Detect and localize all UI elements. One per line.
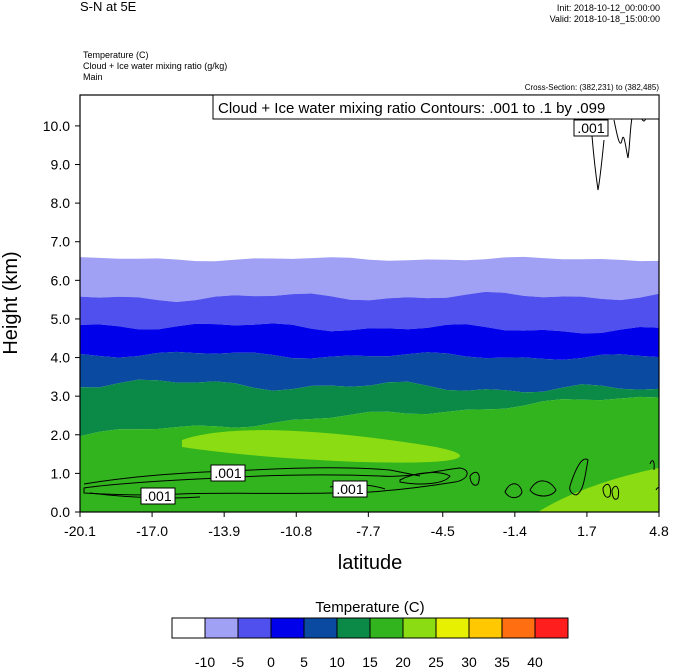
contour-line xyxy=(602,483,611,498)
field-label-temperature: Temperature (C) xyxy=(83,50,149,60)
contour-line xyxy=(613,117,633,159)
legend-swatch xyxy=(303,617,338,639)
y-tick-label: 2.0 xyxy=(51,427,71,443)
contour-label-group: .001 .001 .001 .001 xyxy=(140,119,609,505)
temperature-band xyxy=(80,323,659,360)
legend-tick-label: 40 xyxy=(527,654,543,668)
legend-tick-label: 0 xyxy=(267,654,275,668)
x-tick-label: -10.8 xyxy=(280,523,312,539)
contour-label: .001 xyxy=(144,488,171,504)
contour-info-text: Cloud + Ice water mixing ratio Contours:… xyxy=(218,100,605,117)
x-tick-label: -4.5 xyxy=(431,523,455,539)
field-label-cloud-ice: Cloud + Ice water mixing ratio (g/kg) xyxy=(83,61,227,71)
legend-tick-label: 5 xyxy=(300,654,308,668)
legend-tick-label: 15 xyxy=(362,654,378,668)
contour-line xyxy=(469,471,480,486)
legend-swatch xyxy=(534,617,569,639)
y-tick-label: 5.0 xyxy=(51,311,71,327)
temperature-band xyxy=(182,430,460,463)
y-axis-title: Height (km) xyxy=(0,251,22,354)
contour-label: .001 xyxy=(577,120,604,136)
temperature-band xyxy=(80,503,165,512)
contour-line xyxy=(399,472,451,485)
contour-line xyxy=(655,487,659,491)
y-tick-label: 4.0 xyxy=(51,350,71,366)
legend-swatch xyxy=(468,617,503,639)
plot-area xyxy=(80,95,659,512)
contour-label: .001 xyxy=(214,465,241,481)
legend-tick-label: -5 xyxy=(232,654,245,668)
color-legend: -10 -5 0 5 10 15 20 25 30 35 40 xyxy=(171,617,569,668)
x-tick-label: -13.9 xyxy=(208,523,240,539)
contour-label: .001 xyxy=(336,481,363,497)
x-tick-label: -7.7 xyxy=(356,523,380,539)
legend-tick-label: 25 xyxy=(428,654,444,668)
contour-line xyxy=(611,485,619,500)
legend-tick-label: 20 xyxy=(395,654,411,668)
x-tick-label: -17.0 xyxy=(136,523,168,539)
init-time: Init: 2018-10-12_00:00:00 xyxy=(557,3,660,13)
x-tick-label: 4.8 xyxy=(649,523,669,539)
legend-tick-label: 10 xyxy=(329,654,345,668)
contour-line xyxy=(649,460,655,471)
y-tick-label: 10.0 xyxy=(43,118,70,134)
x-tick-label: -20.1 xyxy=(64,523,96,539)
x-axis-title: latitude xyxy=(338,552,403,574)
temperature-band xyxy=(80,379,659,437)
contour-line xyxy=(569,458,589,496)
legend-swatch xyxy=(204,617,239,639)
x-axis: -20.1 -17.0 -13.9 -10.8 -7.7 -4.5 -1.4 1.7 4.8 xyxy=(64,512,669,539)
cross-section-label: Cross-Section: (382,231) to (382,485) xyxy=(525,83,660,92)
legend-swatch xyxy=(435,617,470,639)
y-tick-label: 6.0 xyxy=(51,272,71,288)
contour-info-box xyxy=(212,94,660,120)
y-tick-label: 1.0 xyxy=(51,465,71,481)
y-tick-label: 9.0 xyxy=(51,157,71,173)
legend-swatch xyxy=(270,617,305,639)
temperature-band xyxy=(80,256,659,302)
y-tick-label: 7.0 xyxy=(51,234,71,250)
y-tick-label: 8.0 xyxy=(51,195,71,211)
legend-tick-label: -10 xyxy=(195,654,215,668)
x-tick-label: 1.7 xyxy=(577,523,597,539)
legend-swatch xyxy=(501,617,536,639)
legend-tick-label: 35 xyxy=(494,654,510,668)
y-tick-label: 0.0 xyxy=(51,504,71,520)
field-label-main: Main xyxy=(83,72,103,82)
contour-line xyxy=(529,480,557,497)
legend-swatch xyxy=(402,617,437,639)
legend-swatch xyxy=(237,617,272,639)
temperature-band xyxy=(538,468,659,512)
contour-line xyxy=(504,483,523,499)
legend-swatch xyxy=(369,617,404,639)
legend-tick-label: 30 xyxy=(461,654,477,668)
contour-line xyxy=(591,135,605,191)
valid-time: Valid: 2018-10-18_15:00:00 xyxy=(550,14,660,24)
y-axis: 0.0 1.0 2.0 3.0 4.0 5.0 6.0 7.0 8.0 9.0 10.0 xyxy=(43,118,80,520)
x-tick-label: -1.4 xyxy=(503,523,527,539)
legend-swatch xyxy=(171,617,206,639)
y-tick-label: 3.0 xyxy=(51,388,71,404)
legend-swatch xyxy=(336,617,371,639)
chart-title: S-N at 5E xyxy=(80,0,137,14)
temperature-band xyxy=(80,291,659,334)
temperature-band xyxy=(80,351,659,393)
legend-title: Temperature (C) xyxy=(315,599,424,616)
